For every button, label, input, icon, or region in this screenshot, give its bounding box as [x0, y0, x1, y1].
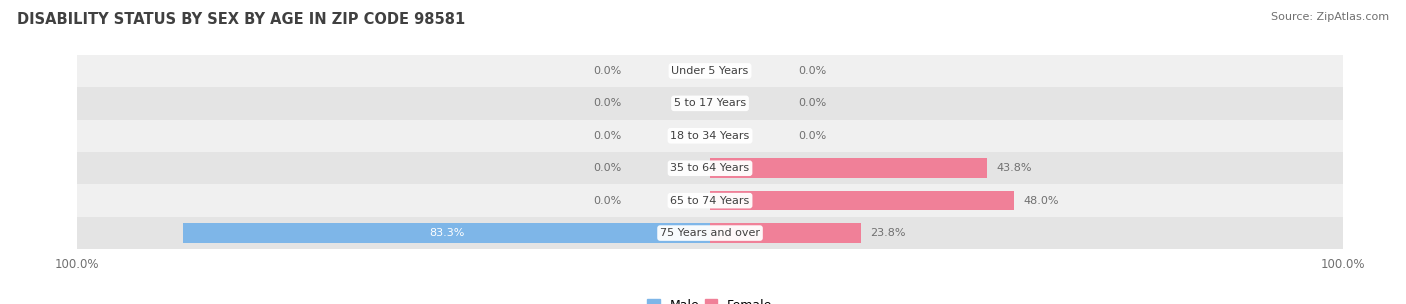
Text: Source: ZipAtlas.com: Source: ZipAtlas.com: [1271, 12, 1389, 22]
Bar: [77, 87, 1343, 119]
Bar: [77, 185, 1343, 217]
Text: 0.0%: 0.0%: [593, 131, 621, 141]
Text: 23.8%: 23.8%: [870, 228, 905, 238]
Bar: [710, 191, 1014, 210]
Text: 48.0%: 48.0%: [1024, 196, 1059, 206]
Text: 0.0%: 0.0%: [593, 98, 621, 108]
Text: Under 5 Years: Under 5 Years: [672, 66, 748, 76]
Bar: [183, 223, 710, 243]
Text: 0.0%: 0.0%: [593, 196, 621, 206]
Bar: [77, 119, 1343, 152]
Text: 0.0%: 0.0%: [799, 131, 827, 141]
Text: 35 to 64 Years: 35 to 64 Years: [671, 163, 749, 173]
Text: 75 Years and over: 75 Years and over: [659, 228, 761, 238]
Bar: [710, 223, 860, 243]
Text: 0.0%: 0.0%: [799, 98, 827, 108]
Text: 0.0%: 0.0%: [593, 66, 621, 76]
Text: 65 to 74 Years: 65 to 74 Years: [671, 196, 749, 206]
Text: 5 to 17 Years: 5 to 17 Years: [673, 98, 747, 108]
Bar: [710, 158, 987, 178]
Legend: Male, Female: Male, Female: [643, 294, 778, 304]
Text: 83.3%: 83.3%: [429, 228, 464, 238]
Text: 43.8%: 43.8%: [997, 163, 1032, 173]
Text: DISABILITY STATUS BY SEX BY AGE IN ZIP CODE 98581: DISABILITY STATUS BY SEX BY AGE IN ZIP C…: [17, 12, 465, 27]
Bar: [77, 152, 1343, 185]
Text: 0.0%: 0.0%: [593, 163, 621, 173]
Bar: [77, 55, 1343, 87]
Bar: [77, 217, 1343, 249]
Text: 0.0%: 0.0%: [799, 66, 827, 76]
Text: 18 to 34 Years: 18 to 34 Years: [671, 131, 749, 141]
